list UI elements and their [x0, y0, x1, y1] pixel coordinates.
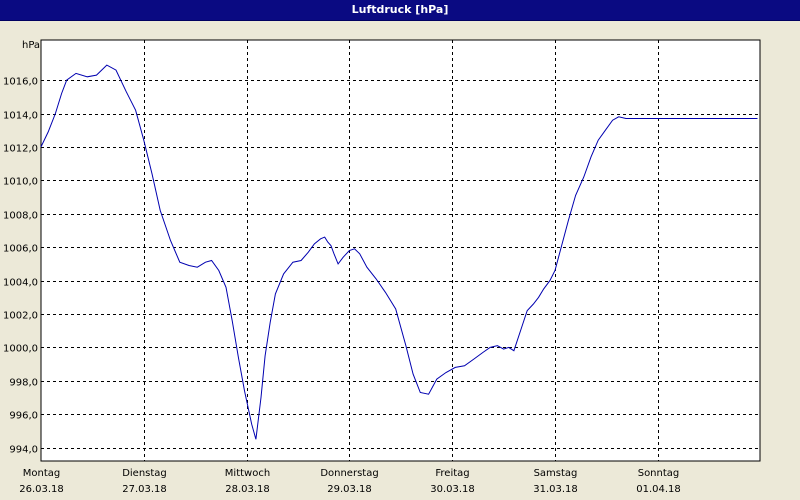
x-tick-day-label: Dienstag	[122, 468, 167, 479]
y-axis-ticks: 994,0 996,0 998,0 1000,0 1002,0 1004,0 1006,0 1…	[3, 77, 38, 456]
y-tick-label: 1006,0	[3, 244, 38, 255]
y-tick-label: 1008,0	[3, 211, 38, 222]
y-tick-label: 996,0	[9, 411, 38, 422]
y-axis-unit-label: hPa	[22, 40, 40, 51]
x-tick-day-label: Donnerstag	[320, 468, 378, 479]
x-axis-ticks: Montag 26.03.18 Dienstag 27.03.18 Mittwoch 28…	[19, 468, 681, 495]
y-tick-label: 1000,0	[3, 344, 38, 355]
x-tick-date-label: 30.03.18	[430, 484, 475, 495]
y-tick-label: 1010,0	[3, 177, 38, 188]
y-tick-label: 1016,0	[3, 77, 38, 88]
x-tick-day-label: Montag	[23, 468, 60, 479]
x-tick-date-label: 29.03.18	[327, 484, 372, 495]
y-tick-label: 994,0	[9, 445, 38, 456]
x-tick-day-label: Freitag	[435, 468, 469, 479]
x-tick-date-label: 27.03.18	[122, 484, 167, 495]
series-line-luftdruck	[40, 64, 758, 440]
y-tick-label: 1002,0	[3, 311, 38, 322]
x-tick-date-label: 28.03.18	[225, 484, 270, 495]
plot-area	[40, 39, 761, 462]
x-tick-date-label: 26.03.18	[19, 484, 64, 495]
x-tick-day-label: Sonntag	[638, 468, 680, 479]
chart-title: Luftdruck [hPa]	[0, 0, 800, 21]
x-tick-day-label: Mittwoch	[225, 468, 270, 479]
y-tick-label: 998,0	[9, 378, 38, 389]
x-tick-day-label: Samstag	[534, 468, 578, 479]
y-tick-label: 1014,0	[3, 111, 38, 122]
y-tick-label: 1012,0	[3, 144, 38, 155]
x-tick-date-label: 01.04.18	[636, 484, 681, 495]
y-tick-label: 1004,0	[3, 278, 38, 289]
x-tick-date-label: 31.03.18	[533, 484, 578, 495]
